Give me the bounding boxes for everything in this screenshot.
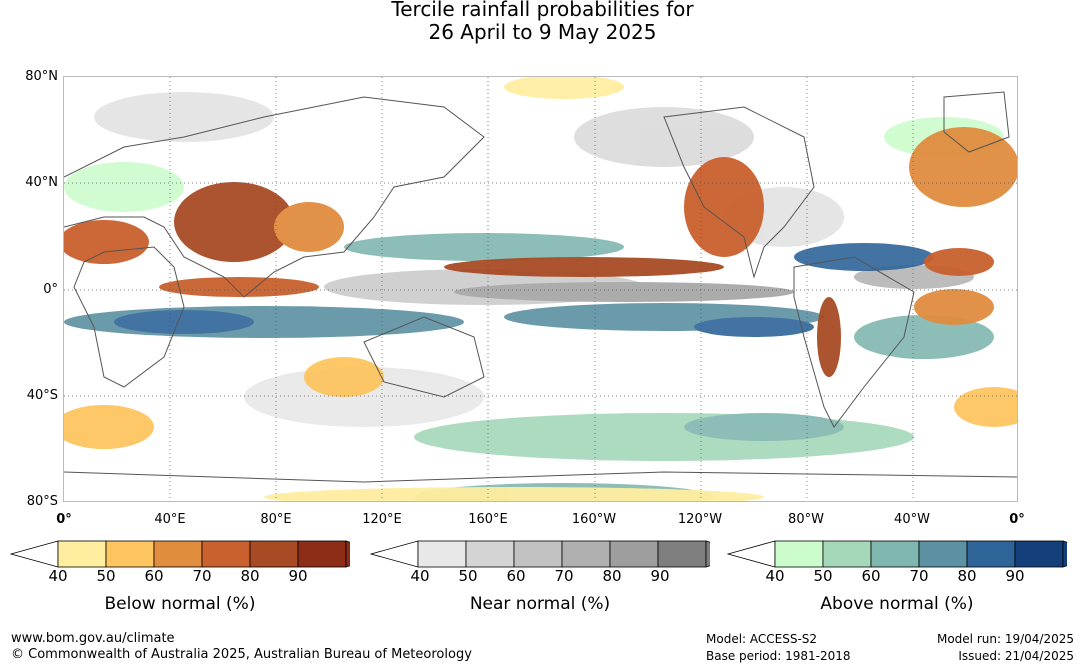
colorbar-swatch — [657, 540, 707, 568]
above-tick: 70 — [909, 567, 929, 585]
colorbar-swatch — [57, 540, 107, 568]
near-tick: 40 — [410, 567, 430, 585]
lat-label-80n: 80°N — [25, 69, 58, 84]
lon-label-160w: 160°W — [571, 512, 617, 527]
near-tick: 50 — [458, 567, 478, 585]
above-tick: 50 — [813, 567, 833, 585]
copyright-text: © Commonwealth of Australia 2025, Austra… — [11, 647, 472, 662]
below-tick: 80 — [240, 567, 260, 585]
near-normal-colorbar — [370, 540, 710, 568]
below-normal-title: Below normal (%) — [104, 594, 256, 614]
colorbar-high-arrow — [1062, 540, 1067, 568]
below-tick: 60 — [144, 567, 164, 585]
above-normal-patches — [64, 117, 1004, 501]
map-canvas — [64, 77, 1017, 501]
colorbar-swatch — [870, 540, 920, 568]
lon-label-80e: 80°E — [260, 512, 292, 527]
below-normal-colorbar-swatches — [10, 540, 350, 568]
lat-label-40s: 40°S — [26, 388, 58, 403]
lon-label-120e: 120°E — [362, 512, 402, 527]
colorbar-swatch — [609, 540, 659, 568]
colorbar-swatch — [774, 540, 824, 568]
colorbar-swatch — [105, 540, 155, 568]
colorbar-low-arrow — [727, 540, 776, 568]
lon-label-160e: 160°E — [468, 512, 508, 527]
website-link[interactable]: www.bom.gov.au/climate — [11, 631, 175, 646]
colorbar-low-arrow — [370, 540, 419, 568]
below-normal-colorbar — [10, 540, 350, 568]
issued-date: Issued: 21/04/2025 — [958, 649, 1074, 663]
lon-label-40e: 40°E — [154, 512, 186, 527]
near-tick: 90 — [650, 567, 670, 585]
above-normal-colorbar-swatches — [727, 540, 1067, 568]
above-tick: 60 — [861, 567, 881, 585]
colorbar-swatch — [153, 540, 203, 568]
colorbar-swatch — [417, 540, 467, 568]
colorbar-swatch — [561, 540, 611, 568]
lon-label-80w: 80°W — [788, 512, 824, 527]
colorbar-swatch — [918, 540, 968, 568]
colorbar-swatch — [1014, 540, 1064, 568]
near-normal-title: Near normal (%) — [469, 594, 611, 614]
near-tick: 80 — [602, 567, 622, 585]
lon-label-40w: 40°W — [894, 512, 930, 527]
lat-label-equator: 0° — [43, 282, 58, 297]
colorbar-swatch — [201, 540, 251, 568]
below-normal-patches — [64, 77, 1017, 501]
colorbar-swatch — [822, 540, 872, 568]
graticule — [64, 77, 1017, 501]
above-normal-title: Above normal (%) — [820, 594, 974, 614]
above-normal-colorbar — [727, 540, 1067, 568]
near-normal-colorbar-swatches — [370, 540, 710, 568]
lon-label-0-left: 0° — [56, 512, 72, 527]
below-tick: 70 — [192, 567, 212, 585]
map-title-line2: 26 April to 9 May 2025 — [428, 20, 657, 44]
colorbar-swatch — [249, 540, 299, 568]
near-tick: 70 — [554, 567, 574, 585]
lat-label-40n: 40°N — [25, 175, 58, 190]
colorbar-swatch — [513, 540, 563, 568]
below-tick: 50 — [96, 567, 116, 585]
above-tick: 80 — [957, 567, 977, 585]
near-tick: 60 — [506, 567, 526, 585]
rainfall-probability-map — [63, 76, 1018, 502]
base-period: Base period: 1981-2018 — [706, 649, 851, 663]
coastlines — [64, 91, 1017, 483]
colorbar-high-arrow — [345, 540, 350, 568]
colorbar-low-arrow — [10, 540, 59, 568]
colorbar-swatch — [297, 540, 347, 568]
lon-label-0-right: 0° — [1009, 512, 1025, 527]
colorbar-swatch — [966, 540, 1016, 568]
map-title-line1: Tercile rainfall probabilities for — [391, 0, 694, 21]
model-run-date: Model run: 19/04/2025 — [936, 632, 1074, 646]
colorbar-swatch — [465, 540, 515, 568]
below-tick: 40 — [48, 567, 68, 585]
above-tick: 90 — [1005, 567, 1025, 585]
above-tick: 40 — [765, 567, 785, 585]
colorbar-high-arrow — [705, 540, 710, 568]
model-name: Model: ACCESS-S2 — [706, 632, 818, 646]
lon-label-120w: 120°W — [677, 512, 723, 527]
lat-label-80s: 80°S — [26, 494, 58, 509]
near-normal-patches — [94, 92, 974, 427]
below-tick: 90 — [288, 567, 308, 585]
